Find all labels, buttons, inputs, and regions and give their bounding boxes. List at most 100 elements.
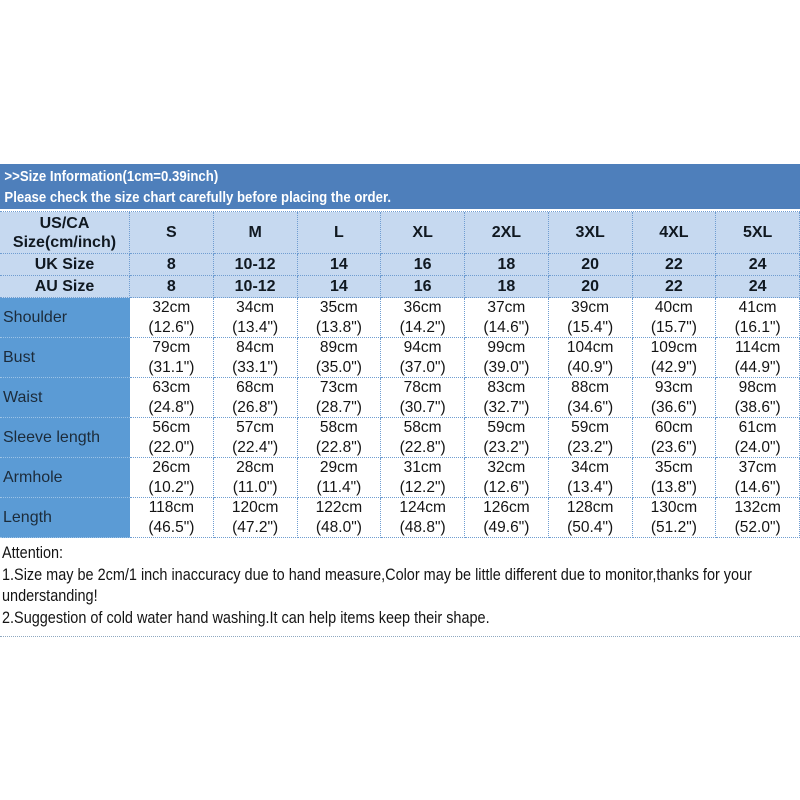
measurement-value-cell-text: (44.9"): [734, 358, 781, 376]
uk-size-value-text: 18: [497, 255, 516, 273]
measurement-label-length: Length: [0, 498, 130, 538]
measurement-value-cell-text: (28.7"): [315, 398, 362, 416]
uk-size-value: 24: [716, 254, 800, 276]
measurement-value-cell: 63cm (24.8"): [130, 378, 214, 418]
measurement-value-cell-text: 93cm: [654, 378, 693, 396]
measurement-value-cell-text: 99cm: [487, 338, 526, 356]
measurement-value-cell-text: (24.0"): [734, 438, 781, 456]
measurement-value-cell: 68cm (26.8"): [213, 378, 298, 418]
measurement-value-cell: 32cm (12.6"): [130, 298, 214, 338]
measurement-value-cell: 93cm (36.6"): [632, 378, 717, 418]
measurement-value-cell-text: 63cm: [152, 378, 191, 396]
measurement-value-cell-text: 130cm: [650, 498, 698, 516]
corner-header-cell: US/CA Size(cm/inch): [0, 212, 130, 254]
size-column-header-text: 2XL: [491, 223, 522, 241]
measurement-value-cell-text: 122cm: [315, 498, 363, 516]
measurement-value-cell: 94cm (37.0"): [381, 338, 465, 378]
measurement-value-cell-text: (23.2"): [483, 438, 530, 456]
measurement-value-cell-text: (14.2"): [399, 318, 446, 336]
size-column-header: 2XL: [465, 212, 549, 254]
measurement-label-armhole-text: Armhole: [3, 468, 63, 486]
measurement-value-cell-text: (36.6"): [650, 398, 697, 416]
measurement-value-cell: 73cm (28.7"): [297, 378, 382, 418]
dotted-divider: [0, 636, 800, 637]
measurement-value-cell-text: (38.6"): [734, 398, 781, 416]
corner-header-cell-text: US/CA: [39, 214, 90, 232]
uk-size-value: 16: [381, 254, 465, 276]
measurement-value-cell: 132cm (52.0"): [716, 498, 800, 538]
measurement-value-cell: 26cm (10.2"): [130, 458, 214, 498]
measurement-value-cell: 35cm (13.8"): [297, 298, 382, 338]
attention-line: 2.Suggestion of cold water hand washing.…: [2, 607, 490, 627]
measurement-value-cell-text: (12.6"): [483, 478, 530, 496]
uk-size-value-text: 24: [748, 255, 767, 273]
measurement-value-cell: 39cm (15.4"): [548, 298, 633, 338]
uk-size-value-text: 10-12: [234, 255, 276, 273]
measurement-value-cell: 34cm (13.4"): [548, 458, 633, 498]
measurement-value-cell-text: 32cm: [487, 458, 526, 476]
measurement-value-cell: 83cm (32.7"): [465, 378, 549, 418]
measurement-value-cell-text: (33.1"): [232, 358, 279, 376]
measurement-value-cell: 88cm (34.6"): [548, 378, 633, 418]
measurement-value-cell-text: (48.8"): [399, 518, 446, 536]
uk-size-value-text: 16: [413, 255, 432, 273]
measurement-value-cell-text: (23.6"): [650, 438, 697, 456]
uk-size-value-text: 14: [329, 255, 348, 273]
measurement-label-bust-text: Bust: [3, 348, 36, 366]
au-size-label-text: AU Size: [34, 277, 95, 295]
size-column-header-text: S: [166, 223, 177, 241]
measurement-value-cell-text: (12.2"): [399, 478, 446, 496]
measurement-label-length-text: Length: [3, 508, 52, 526]
measurement-value-cell: 79cm (31.1"): [130, 338, 214, 378]
au-size-value: 16: [381, 276, 465, 298]
au-size-value-text: 16: [413, 277, 432, 295]
measurement-label-armhole: Armhole: [0, 458, 130, 498]
measurement-value-cell-text: 32cm: [152, 298, 191, 316]
measurement-value-cell-text: 124cm: [399, 498, 446, 516]
au-size-value: 14: [297, 276, 382, 298]
measurement-value-cell-text: (48.0"): [315, 518, 362, 536]
au-size-value-text: 14: [329, 277, 348, 295]
measurement-value-cell: 128cm (50.4"): [548, 498, 633, 538]
size-column-header: 5XL: [716, 212, 800, 254]
attention-line: understanding!: [2, 586, 98, 605]
size-column-header-text: L: [333, 223, 344, 241]
size-column-header: 3XL: [548, 212, 633, 254]
measurement-value-cell-text: 83cm: [487, 378, 526, 396]
size-column-header: S: [130, 212, 214, 254]
measurement-value-cell: 58cm (22.8"): [297, 418, 382, 458]
measurement-value-cell-text: (49.6"): [483, 518, 530, 536]
banner-title: >>Size Information(1cm=0.39inch): [4, 168, 219, 185]
size-table: US/CA Size(cm/inch) S M L XL 2XL 3XL 4XL 5XL UK Si…: [0, 211, 800, 538]
size-column-header-text: 5XL: [742, 223, 773, 241]
measurement-value-cell-text: 26cm: [152, 458, 191, 476]
measurement-value-cell-text: 73cm: [319, 378, 358, 396]
measurement-value-cell-text: 132cm: [734, 498, 781, 516]
au-size-value: 20: [548, 276, 633, 298]
uk-size-label: UK Size: [0, 254, 130, 276]
measurement-value-cell-text: 58cm: [319, 418, 358, 436]
measurement-value-cell-text: 31cm: [403, 458, 442, 476]
measurement-label-waist: Waist: [0, 378, 130, 418]
measurement-value-cell: 60cm (23.6"): [632, 418, 717, 458]
size-column-header-text: 4XL: [659, 223, 689, 241]
size-column-header: L: [297, 212, 382, 254]
measurement-value-cell: 37cm (14.6"): [465, 298, 549, 338]
measurement-value-cell-text: (15.4"): [567, 318, 614, 336]
measurement-value-cell-text: (14.6"): [483, 318, 530, 336]
measurement-value-cell: 109cm (42.9"): [632, 338, 717, 378]
measurement-value-cell: 59cm (23.2"): [548, 418, 633, 458]
measurement-value-cell-text: 128cm: [566, 498, 614, 516]
uk-size-value: 22: [632, 254, 717, 276]
measurement-value-cell-text: (16.1"): [734, 318, 781, 336]
measurement-value-cell: 99cm (39.0"): [465, 338, 549, 378]
au-size-value: 8: [130, 276, 214, 298]
measurement-value-cell-text: 59cm: [487, 418, 526, 436]
measurement-value-cell: 61cm (24.0"): [716, 418, 800, 458]
measurement-value-cell-text: 78cm: [403, 378, 442, 396]
measurement-value-cell: 58cm (22.8"): [381, 418, 465, 458]
measurement-value-cell-text: 68cm: [236, 378, 275, 396]
measurement-value-cell-text: 40cm: [654, 298, 693, 316]
measurement-value-cell-text: (37.0"): [399, 358, 446, 376]
